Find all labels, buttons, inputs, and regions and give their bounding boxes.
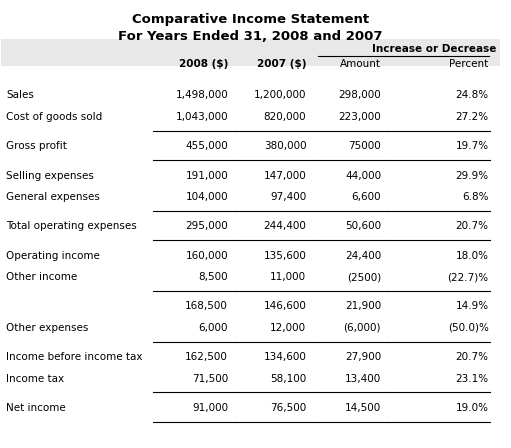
Text: 298,000: 298,000 [338,90,381,100]
Text: 168,500: 168,500 [185,302,228,311]
Text: 44,000: 44,000 [345,171,381,181]
Text: 18.0%: 18.0% [456,251,489,261]
Text: 135,600: 135,600 [264,251,307,261]
Text: 50,600: 50,600 [345,221,381,231]
Text: 295,000: 295,000 [185,221,228,231]
Text: (50.0)%: (50.0)% [448,323,489,333]
Text: 1,200,000: 1,200,000 [254,90,307,100]
Text: 6.8%: 6.8% [462,192,489,202]
Text: 19.0%: 19.0% [456,403,489,413]
Text: Operating income: Operating income [6,251,100,261]
Text: 2008 ($): 2008 ($) [179,59,228,69]
Text: 76,500: 76,500 [270,403,307,413]
Text: 455,000: 455,000 [185,141,228,151]
Text: 75000: 75000 [349,141,381,151]
Text: 24.8%: 24.8% [456,90,489,100]
Text: 160,000: 160,000 [185,251,228,261]
Text: 191,000: 191,000 [185,171,228,181]
Text: 2007 ($): 2007 ($) [257,59,307,69]
Text: Selling expenses: Selling expenses [6,171,94,181]
Text: Amount: Amount [340,59,381,69]
Text: 162,500: 162,500 [185,352,228,362]
Text: Net income: Net income [6,403,66,413]
Text: 20.7%: 20.7% [456,221,489,231]
Text: 11,000: 11,000 [270,272,307,282]
Text: 820,000: 820,000 [264,112,307,122]
Text: Percent: Percent [450,59,489,69]
Text: Sales: Sales [6,90,34,100]
Text: 14.9%: 14.9% [456,302,489,311]
Text: 14,500: 14,500 [345,403,381,413]
Text: 20.7%: 20.7% [456,352,489,362]
Text: 27.2%: 27.2% [456,112,489,122]
Text: 12,000: 12,000 [270,323,307,333]
Text: Income tax: Income tax [6,374,64,383]
Text: 58,100: 58,100 [270,374,307,383]
Text: 23.1%: 23.1% [456,374,489,383]
Text: (6,000): (6,000) [343,323,381,333]
Text: Cost of goods sold: Cost of goods sold [6,112,103,122]
Text: 71,500: 71,500 [192,374,228,383]
Text: 223,000: 223,000 [338,112,381,122]
Text: 91,000: 91,000 [192,403,228,413]
Text: 6,600: 6,600 [352,192,381,202]
Text: Income before income tax: Income before income tax [6,352,143,362]
Text: 244,400: 244,400 [264,221,307,231]
Text: 104,000: 104,000 [185,192,228,202]
Text: Increase or Decrease: Increase or Decrease [371,44,496,54]
Text: 13,400: 13,400 [345,374,381,383]
Text: 8,500: 8,500 [198,272,228,282]
Text: 24,400: 24,400 [345,251,381,261]
Text: Gross profit: Gross profit [6,141,67,151]
Text: For Years Ended 31, 2008 and 2007: For Years Ended 31, 2008 and 2007 [118,30,383,43]
Text: 19.7%: 19.7% [456,141,489,151]
Text: 97,400: 97,400 [270,192,307,202]
Text: 134,600: 134,600 [264,352,307,362]
FancyBboxPatch shape [2,39,500,66]
Text: 146,600: 146,600 [264,302,307,311]
Text: 27,900: 27,900 [345,352,381,362]
Text: Other expenses: Other expenses [6,323,89,333]
Text: 147,000: 147,000 [264,171,307,181]
Text: 380,000: 380,000 [264,141,307,151]
Text: 1,043,000: 1,043,000 [175,112,228,122]
Text: 21,900: 21,900 [345,302,381,311]
Text: Comparative Income Statement: Comparative Income Statement [132,13,369,26]
Text: Other income: Other income [6,272,78,282]
Text: (22.7)%: (22.7)% [448,272,489,282]
Text: General expenses: General expenses [6,192,100,202]
Text: 6,000: 6,000 [199,323,228,333]
Text: 1,498,000: 1,498,000 [175,90,228,100]
Text: 29.9%: 29.9% [456,171,489,181]
Text: (2500): (2500) [347,272,381,282]
Text: Total operating expenses: Total operating expenses [6,221,137,231]
